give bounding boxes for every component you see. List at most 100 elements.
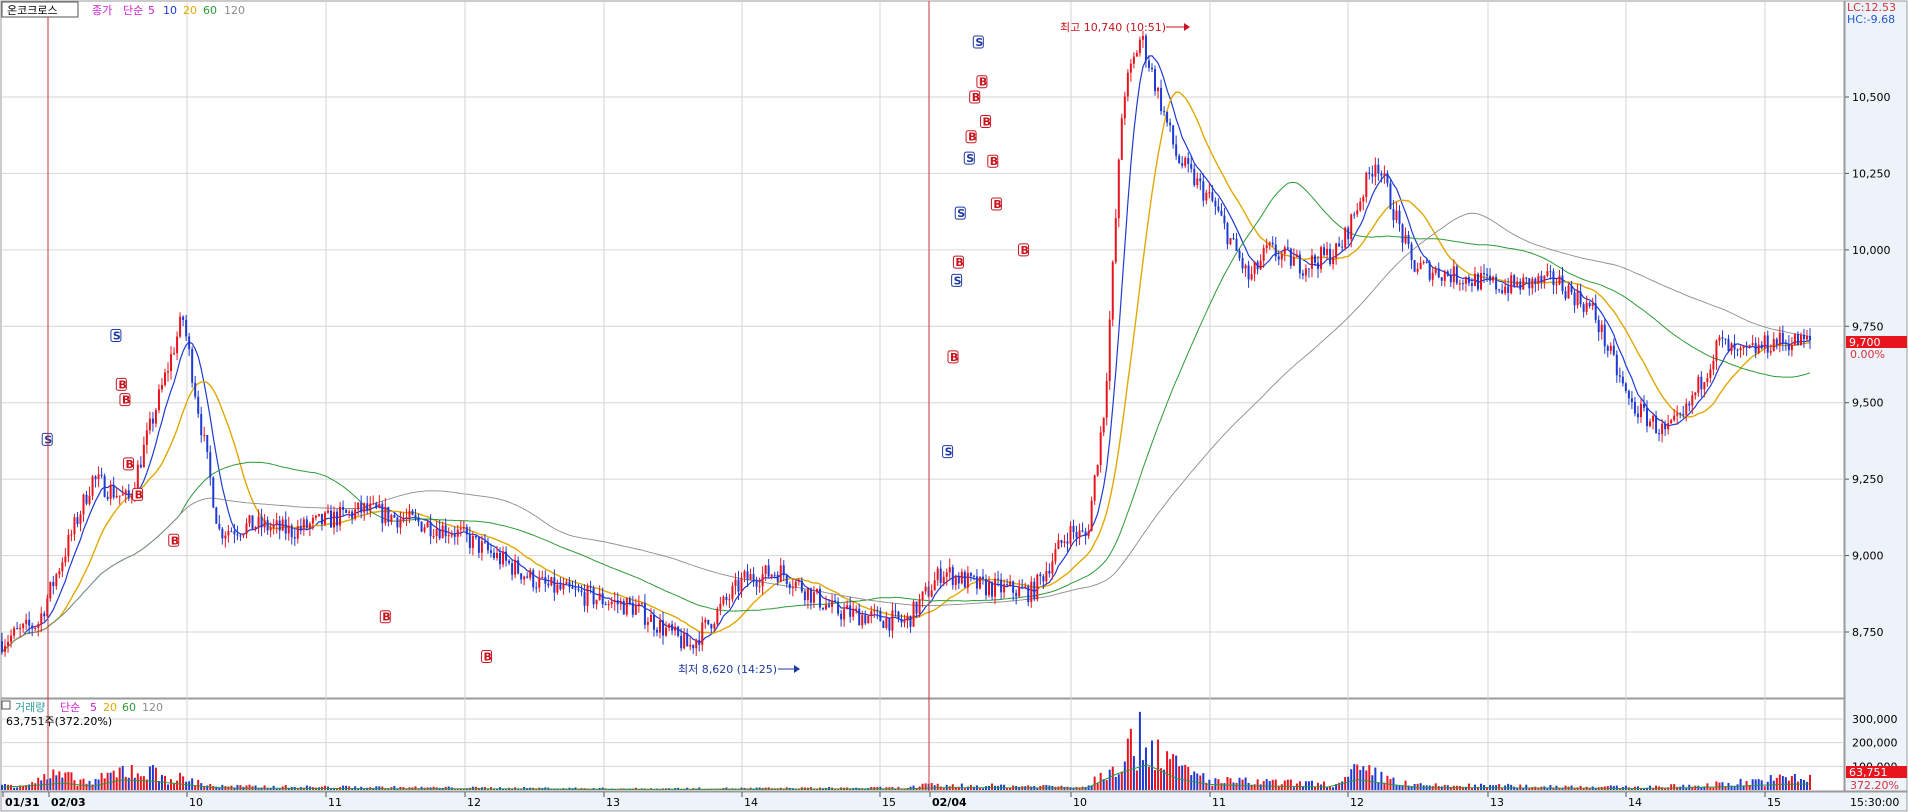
candle-body (713, 624, 716, 629)
candle-body (749, 574, 752, 581)
volume-bar (203, 785, 206, 790)
volume-bar (1323, 781, 1326, 790)
candle-body (97, 474, 100, 480)
stock-name[interactable]: 온코크로스 (7, 4, 58, 17)
candle-body (200, 413, 203, 436)
candle-body (82, 494, 85, 515)
volume-bar (1111, 766, 1114, 790)
candle-body (731, 585, 734, 600)
candle-body (755, 581, 758, 587)
candle-body (909, 615, 912, 627)
buy-signal-marker (115, 377, 127, 391)
volume-bar (58, 771, 61, 790)
volume-bar (1365, 770, 1368, 790)
candle-body (94, 476, 97, 480)
candle-body (1335, 243, 1338, 258)
candle-body (1111, 261, 1114, 320)
candle-body (991, 582, 994, 597)
candle-body (637, 603, 640, 606)
candle-body (173, 353, 176, 355)
volume-bar (978, 787, 981, 790)
candle-body (1057, 540, 1060, 550)
volume-pane[interactable] (0, 698, 1845, 792)
candle-body (680, 635, 683, 649)
candle-body (1253, 261, 1256, 274)
low-annotation: 최저 8,620 (14:25) (678, 663, 777, 676)
volume-ma-type: 단순 (60, 701, 80, 714)
volume-bar (1229, 778, 1232, 790)
candle-body (1006, 584, 1009, 586)
candle-body (317, 513, 320, 516)
volume-bar (1187, 766, 1190, 790)
volume-bar (981, 788, 984, 790)
candle-body (1745, 345, 1748, 348)
candle-body (1546, 271, 1549, 276)
candle-body (1099, 432, 1102, 465)
candle-body (34, 627, 37, 629)
volume-bar (1392, 777, 1395, 790)
volume-bar (28, 784, 31, 790)
ma-5-label: 5 (148, 4, 155, 17)
volume-bar (1733, 786, 1736, 790)
candle-body (502, 551, 505, 565)
candle-body (825, 604, 828, 610)
candle-body (103, 475, 106, 497)
volume-bar (900, 789, 903, 790)
ma-20-label: 20 (183, 4, 197, 17)
volume-bar (505, 789, 508, 790)
candle-body (631, 602, 634, 615)
candle-body (879, 610, 882, 622)
volume-bar (191, 778, 194, 790)
volume-bar (1706, 783, 1709, 790)
volume-bar (136, 773, 139, 790)
candle-body (1781, 332, 1784, 343)
volume-bar (345, 785, 348, 790)
volume-bar (1117, 774, 1120, 790)
candle-body (779, 565, 782, 582)
candle-body (773, 574, 776, 576)
candle-body (22, 623, 25, 629)
candle-body (888, 617, 891, 631)
candle-body (248, 515, 251, 524)
volume-bar (1440, 786, 1443, 790)
candle-body (1021, 586, 1024, 588)
candle-body (176, 336, 179, 354)
candle-body (330, 510, 333, 528)
volume-bar (167, 784, 170, 790)
candle-body (1476, 273, 1479, 290)
volume-bar (1398, 784, 1401, 790)
candle-body (1374, 164, 1377, 177)
volume-tick-label: 300,000 (1852, 713, 1898, 726)
volume-ma-120: 120 (142, 701, 163, 714)
candle-body (1199, 178, 1202, 182)
candle-body (145, 430, 148, 445)
candle-body (1283, 247, 1286, 254)
candle-body (1208, 192, 1211, 194)
candle-body (505, 551, 508, 561)
candle-body (1525, 277, 1528, 279)
candle-body (655, 629, 658, 633)
candle-body (28, 619, 31, 626)
candle-body (1181, 163, 1184, 166)
volume-bar (1232, 782, 1235, 790)
candle-body (336, 511, 339, 526)
candle-body (1338, 243, 1341, 247)
volume-bar (1223, 783, 1226, 790)
candle-body (444, 525, 447, 537)
candle-body (1751, 343, 1754, 346)
volume-bar (1205, 782, 1208, 790)
candle-body (10, 635, 13, 642)
svg-text:S: S (957, 207, 965, 220)
candle-body (127, 490, 130, 499)
candle-body (1670, 419, 1673, 424)
candle-body (1694, 392, 1697, 396)
price-pane[interactable] (0, 0, 1845, 699)
candle-body (861, 615, 864, 626)
candle-body (1211, 192, 1214, 201)
candle-body (1413, 260, 1416, 272)
candle-body (468, 534, 471, 548)
candle-body (435, 529, 438, 537)
volume-bar (1220, 783, 1223, 790)
volume-bar (1700, 786, 1703, 790)
